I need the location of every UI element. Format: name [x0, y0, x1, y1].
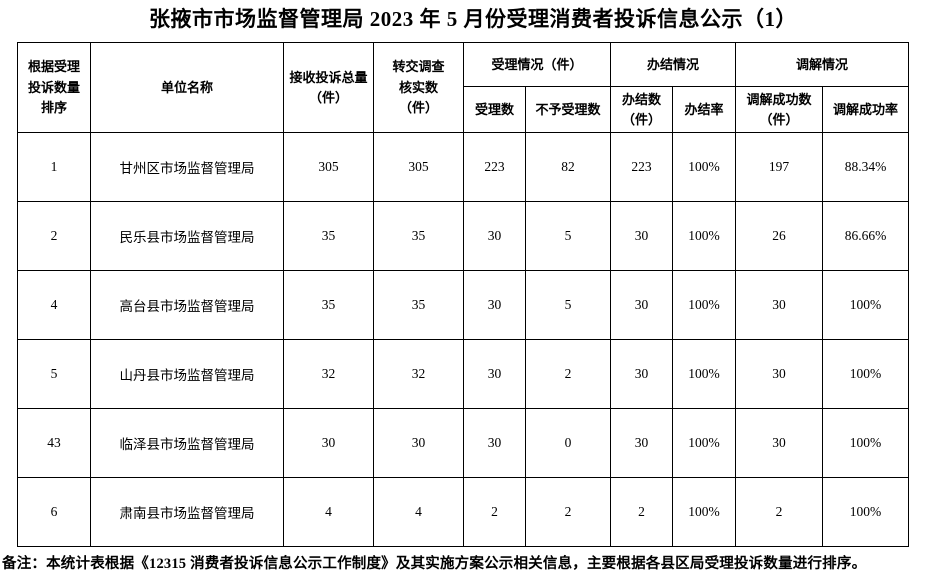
cell-completed: 30: [610, 270, 674, 341]
cell-rank: 6: [17, 477, 91, 548]
header-rank: 根据受理 投诉数量 排序: [17, 42, 91, 134]
header-mediation-success: 调解成功数 （件）: [735, 86, 824, 134]
cell-completed: 30: [610, 339, 674, 410]
cell-completed: 30: [610, 408, 674, 479]
complaints-table: 根据受理 投诉数量 排序 单位名称 接收投诉总量 （件） 转交调查 核实数 （件…: [17, 42, 910, 548]
cell-mediation-rate: 88.34%: [822, 132, 910, 203]
header-rejected: 不予受理数: [524, 86, 612, 134]
table-row: 1 甘州区市场监督管理局 305 305 223 82 223 100% 197…: [17, 132, 910, 203]
header-completion-rate: 办结率: [672, 86, 737, 134]
cell-unit-name: 民乐县市场监督管理局: [90, 201, 284, 272]
cell-accepted: 30: [463, 408, 526, 479]
cell-mediation-rate: 100%: [822, 477, 910, 548]
table-row: 4 高台县市场监督管理局 35 35 30 5 30 100% 30 100%: [17, 270, 910, 341]
cell-unit-name: 肃南县市场监督管理局: [90, 477, 284, 548]
cell-transferred: 4: [373, 477, 464, 548]
table-body: 1 甘州区市场监督管理局 305 305 223 82 223 100% 197…: [17, 132, 910, 548]
table-row: 2 民乐县市场监督管理局 35 35 30 5 30 100% 26 86.66…: [17, 201, 910, 272]
cell-mediation-rate: 86.66%: [822, 201, 910, 272]
header-received-total: 接收投诉总量 （件）: [283, 42, 374, 134]
cell-accepted: 2: [463, 477, 526, 548]
cell-completed: 30: [610, 201, 674, 272]
table-header: 根据受理 投诉数量 排序 单位名称 接收投诉总量 （件） 转交调查 核实数 （件…: [17, 42, 910, 134]
header-group-mediation: 调解情况: [735, 42, 910, 88]
cell-transferred: 32: [373, 339, 464, 410]
cell-completion-rate: 100%: [672, 408, 737, 479]
cell-transferred: 305: [373, 132, 464, 203]
cell-accepted: 223: [463, 132, 526, 203]
cell-received-total: 4: [283, 477, 374, 548]
header-group-row: 根据受理 投诉数量 排序 单位名称 接收投诉总量 （件） 转交调查 核实数 （件…: [17, 42, 910, 134]
header-sub-row: 受理数 不予受理数 办结数 （件） 办结率 调解成功数 （件） 调解成功率: [18, 86, 910, 134]
header-group-acceptance: 受理情况（件）: [462, 42, 612, 88]
cell-unit-name: 高台县市场监督管理局: [90, 270, 284, 341]
cell-unit-name: 临泽县市场监督管理局: [90, 408, 284, 479]
cell-accepted: 30: [463, 270, 526, 341]
header-unit-name: 单位名称: [90, 42, 284, 134]
cell-rejected: 5: [524, 270, 612, 341]
table-row: 43 临泽县市场监督管理局 30 30 30 0 30 100% 30 100%: [17, 408, 910, 479]
cell-completion-rate: 100%: [672, 132, 737, 203]
cell-received-total: 30: [283, 408, 374, 479]
header-group-completion: 办结情况: [610, 42, 737, 88]
cell-unit-name: 山丹县市场监督管理局: [90, 339, 284, 410]
cell-completed: 2: [610, 477, 674, 548]
cell-received-total: 32: [283, 339, 374, 410]
cell-transferred: 30: [373, 408, 464, 479]
cell-received-total: 35: [283, 270, 374, 341]
header-mediation-rate: 调解成功率: [822, 86, 910, 134]
cell-completed: 223: [610, 132, 674, 203]
header-completed: 办结数 （件）: [610, 86, 674, 134]
cell-mediation-success: 197: [735, 132, 824, 203]
header-accepted: 受理数: [463, 86, 526, 134]
cell-rejected: 2: [524, 477, 612, 548]
cell-rejected: 2: [524, 339, 612, 410]
cell-accepted: 30: [463, 339, 526, 410]
cell-transferred: 35: [373, 270, 464, 341]
cell-completion-rate: 100%: [672, 477, 737, 548]
cell-mediation-rate: 100%: [822, 339, 910, 410]
cell-accepted: 30: [463, 201, 526, 272]
page-title: 张掖市市场监督管理局 2023 年 5 月份受理消费者投诉信息公示（1）: [149, 7, 797, 31]
cell-rejected: 0: [524, 408, 612, 479]
cell-mediation-success: 30: [735, 408, 824, 479]
cell-rank: 43: [17, 408, 91, 479]
cell-mediation-success: 26: [735, 201, 824, 272]
header-transferred: 转交调查 核实数 （件）: [373, 42, 464, 134]
cell-mediation-rate: 100%: [822, 270, 910, 341]
cell-mediation-success: 30: [735, 339, 824, 410]
cell-mediation-success: 30: [735, 270, 824, 341]
cell-received-total: 305: [283, 132, 374, 203]
table-row: 6 肃南县市场监督管理局 4 4 2 2 2 100% 2 100%: [17, 477, 910, 548]
cell-received-total: 35: [283, 201, 374, 272]
cell-rejected: 82: [524, 132, 612, 203]
cell-mediation-success: 2: [735, 477, 824, 548]
cell-completion-rate: 100%: [672, 339, 737, 410]
cell-rank: 1: [17, 132, 91, 203]
cell-completion-rate: 100%: [672, 270, 737, 341]
cell-rank: 2: [17, 201, 91, 272]
cell-completion-rate: 100%: [672, 201, 737, 272]
cell-transferred: 35: [373, 201, 464, 272]
cell-rejected: 5: [524, 201, 612, 272]
cell-unit-name: 甘州区市场监督管理局: [90, 132, 284, 203]
cell-rank: 5: [17, 339, 91, 410]
cell-mediation-rate: 100%: [822, 408, 910, 479]
table-row: 5 山丹县市场监督管理局 32 32 30 2 30 100% 30 100%: [17, 339, 910, 410]
cell-rank: 4: [17, 270, 91, 341]
footnote: 备注：本统计表根据《12315 消费者投诉信息公示工作制度》及其实施方案公示相关…: [2, 556, 867, 573]
